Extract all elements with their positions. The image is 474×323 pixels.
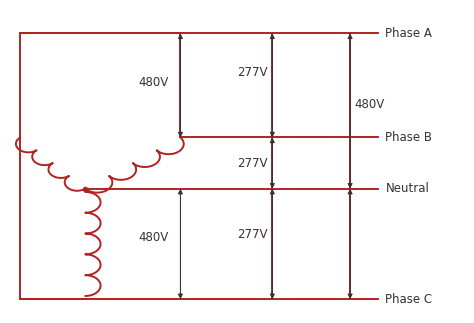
Text: 480V: 480V xyxy=(355,98,385,111)
Text: Phase C: Phase C xyxy=(385,293,433,306)
Text: Phase B: Phase B xyxy=(385,131,432,144)
Text: 480V: 480V xyxy=(138,76,169,89)
Text: 480V: 480V xyxy=(138,231,169,244)
Text: Phase A: Phase A xyxy=(385,27,432,40)
Text: 277V: 277V xyxy=(237,66,268,79)
Text: Neutral: Neutral xyxy=(385,182,429,195)
Text: 277V: 277V xyxy=(237,157,268,170)
Text: 277V: 277V xyxy=(237,228,268,241)
